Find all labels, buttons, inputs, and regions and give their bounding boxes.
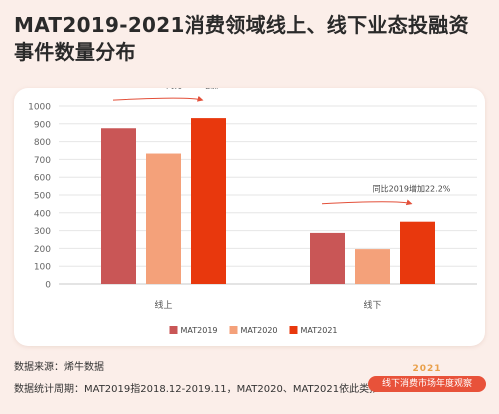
y-tick-label: 400 <box>34 209 51 219</box>
legend-swatch <box>169 326 178 334</box>
legend-swatch <box>289 326 298 334</box>
bar-mat2020-1 <box>355 249 390 284</box>
annotation-arrow <box>112 95 204 102</box>
bar-mat2019-1 <box>310 232 345 284</box>
y-tick-label: 700 <box>34 156 51 166</box>
report-badge: 2021 线下消费市场年度观察 <box>364 364 490 394</box>
bar-mat2021-1 <box>400 221 435 284</box>
chart-title: MAT2019-2021消费领域线上、线下业态投融资事件数量分布 <box>14 13 469 64</box>
legend-label: MAT2021 <box>301 326 338 335</box>
y-tick-label: 200 <box>34 245 51 255</box>
chart-card: 0 100 200 300 400 500 600 700 800 900 1000 线上 线下 同比… <box>14 88 485 346</box>
annotation-label: 同比2019增加6.6% <box>166 88 239 90</box>
bar-mat2020-0 <box>146 153 181 284</box>
badge-label: 线下消费市场年度观察 <box>368 376 486 392</box>
source-note: 数据来源：烯牛数据 <box>14 362 104 373</box>
y-tick-label: 500 <box>34 192 51 202</box>
y-tick-label: 300 <box>34 227 51 237</box>
y-tick-label: 1000 <box>28 103 51 113</box>
annotation-label: 同比2019增加22.2% <box>373 184 451 194</box>
y-tick-label: 900 <box>34 120 51 130</box>
y-tick-label: 100 <box>34 263 51 273</box>
bar-chart: 0 100 200 300 400 500 600 700 800 900 1000 线上 线下 同比… <box>28 88 477 335</box>
badge-year: 2021 <box>412 364 442 374</box>
y-tick-label: 0 <box>45 281 51 291</box>
x-tick-label: 线下 <box>363 299 381 311</box>
x-tick-label: 线上 <box>154 299 172 311</box>
y-tick-label: 600 <box>34 174 51 184</box>
legend-swatch <box>229 326 238 334</box>
legend-label: MAT2020 <box>241 326 278 335</box>
legend-label: MAT2019 <box>181 326 218 335</box>
y-tick-label: 800 <box>34 138 51 148</box>
bar-mat2021-0 <box>191 118 226 284</box>
period-note: 数据统计周期：MAT2019指2018.12-2019.11，MAT2020、M… <box>14 384 380 395</box>
annotation-arrow <box>321 199 413 206</box>
bar-mat2019-0 <box>101 128 136 284</box>
